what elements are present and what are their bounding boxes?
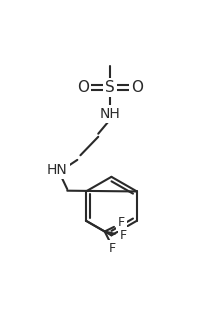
Text: O: O bbox=[131, 80, 143, 95]
Text: O: O bbox=[77, 80, 89, 95]
Text: S: S bbox=[105, 80, 115, 95]
Text: HN: HN bbox=[47, 163, 68, 177]
Text: NH: NH bbox=[99, 107, 120, 121]
Text: F: F bbox=[120, 229, 127, 242]
Text: F: F bbox=[118, 216, 125, 229]
Text: F: F bbox=[109, 242, 116, 255]
